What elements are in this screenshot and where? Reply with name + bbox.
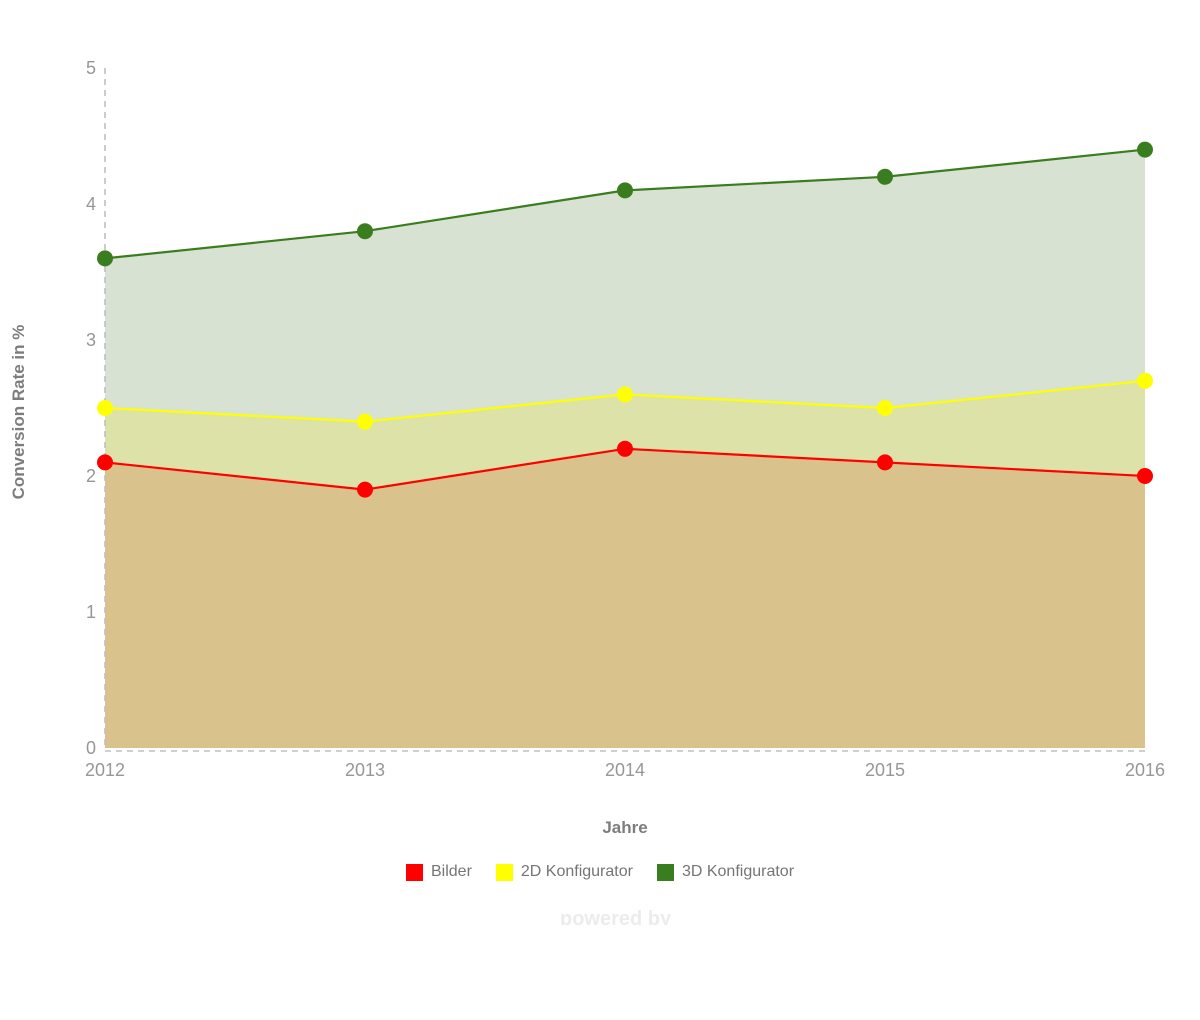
x-tick-label: 2012 xyxy=(85,760,125,780)
2d-konfigurator-point-2012 xyxy=(97,400,113,416)
x-tick-label: 2015 xyxy=(865,760,905,780)
bilder-point-2016 xyxy=(1137,468,1153,484)
3d-konfigurator-point-2016 xyxy=(1137,141,1153,158)
legend-label: 2D Konfigurator xyxy=(520,863,633,880)
legend-swatch-green-icon xyxy=(656,863,674,881)
y-tick-label: 5 xyxy=(86,58,96,78)
bilder-point-2012 xyxy=(97,454,113,471)
2d-konfigurator-point-2014 xyxy=(617,386,633,403)
2d-konfigurator-point-2015 xyxy=(877,400,893,416)
bilder-point-2013 xyxy=(357,481,373,498)
y-tick-label: 3 xyxy=(86,330,96,350)
2d-konfigurator-point-2016 xyxy=(1137,372,1153,389)
legend-swatch-red-icon xyxy=(405,863,423,881)
x-tick-label: 2014 xyxy=(605,760,645,780)
legend-label: 3D Konfigurator xyxy=(681,863,795,880)
bilder-point-2015 xyxy=(877,454,893,471)
y-tick-label: 2 xyxy=(86,466,96,486)
3d-konfigurator-point-2013 xyxy=(357,223,373,240)
legend-label: Bilder xyxy=(430,863,472,880)
x-axis-title: Jahre xyxy=(602,818,648,837)
x-tick-label: 2013 xyxy=(345,760,385,780)
y-tick-label: 4 xyxy=(86,194,96,214)
bilder-area xyxy=(105,448,1145,748)
legend-swatch-yellow-icon xyxy=(495,863,513,881)
x-tick-label: 2016 xyxy=(1125,760,1165,780)
powered-by-watermark: powered by xyxy=(560,908,672,925)
chart-legend: Bilder 2D Konfigurator 3D Konfigurator xyxy=(0,863,1200,881)
3d-konfigurator-point-2015 xyxy=(877,168,893,185)
y-tick-label: 1 xyxy=(86,602,96,622)
y-axis-title: Conversion Rate in % xyxy=(9,324,28,500)
3d-konfigurator-point-2014 xyxy=(617,182,633,199)
legend-item-2d-konfigurator: 2D Konfigurator xyxy=(495,863,633,881)
y-tick-label: 0 xyxy=(86,738,96,758)
2d-konfigurator-point-2013 xyxy=(357,413,373,430)
3d-konfigurator-point-2012 xyxy=(97,250,113,267)
legend-item-bilder: Bilder xyxy=(405,863,472,881)
legend-item-3d-konfigurator: 3D Konfigurator xyxy=(656,863,795,881)
bilder-point-2014 xyxy=(617,440,633,457)
